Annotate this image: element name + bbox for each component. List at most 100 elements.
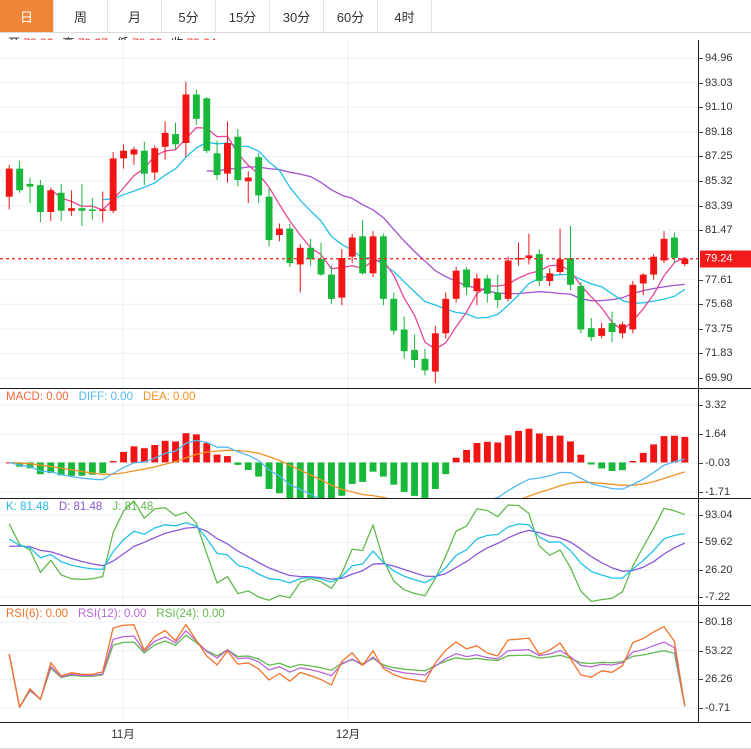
macd-bar: [567, 441, 574, 463]
panel-divider-1: [0, 388, 751, 389]
kdj-tick: [699, 597, 703, 598]
candle: [504, 260, 512, 299]
macd-bar: [338, 462, 346, 496]
candle: [5, 168, 13, 197]
macd-bar: [587, 462, 595, 465]
tab-7[interactable]: 4时: [378, 0, 432, 32]
candle: [483, 278, 491, 294]
macd-bar: [265, 462, 273, 489]
macd-bar: [546, 435, 554, 463]
price-tick-label-7: 81.47: [705, 224, 733, 237]
macd-bar: [473, 443, 481, 463]
candle: [639, 274, 647, 284]
macd-bar: [411, 462, 418, 496]
candle: [348, 237, 356, 257]
macd-bar: [494, 442, 502, 463]
k-line: [8, 522, 685, 584]
macd-tick: [699, 434, 703, 436]
macd-tick: [699, 462, 703, 464]
price-tick: [699, 304, 703, 306]
macd-plot[interactable]: [0, 389, 698, 498]
price-tick: [699, 82, 703, 84]
macd-bar: [224, 456, 231, 463]
macd-bar: [307, 462, 315, 498]
macd-bar: [369, 462, 377, 472]
kdj-svg: [0, 499, 698, 605]
rsi-y-axis: 80.18 53.22 26.26 -0.71: [698, 606, 751, 722]
macd-bar: [629, 461, 637, 463]
candle: [109, 158, 117, 211]
macd-hdr-item-2: DEA: 0.00: [142, 391, 196, 403]
tab-label: 30分: [282, 9, 311, 25]
price-tick-label-8: 77.61: [705, 273, 733, 286]
macd-bar: [577, 454, 585, 463]
macd-bar: [276, 462, 283, 494]
rsi-panel[interactable]: RSI(6): 0.00 RSI(12): 0.00 RSI(24): 0.00 8…: [0, 606, 751, 722]
price-tick: [699, 58, 703, 59]
macd-tick-label-0: 3.32: [705, 399, 727, 411]
macd-bar: [203, 443, 211, 463]
candle: [16, 168, 24, 191]
tab-5[interactable]: 30分: [270, 0, 324, 32]
price-tick: [699, 328, 703, 330]
candle: [120, 150, 127, 159]
candle: [681, 258, 689, 265]
kdj-hdr-item-0: K: 81.48: [6, 501, 49, 513]
macd-svg: [0, 389, 698, 498]
last-price-badge: 79.24: [700, 250, 751, 268]
kdj-panel[interactable]: K: 81.48 D: 81.48 J: 81.48 93.04 59.62 26.20…: [0, 499, 751, 605]
macd-bar: [525, 428, 533, 463]
tab-6[interactable]: 60分: [324, 0, 378, 32]
candlestick-plot[interactable]: [0, 40, 698, 388]
price-tick: [699, 279, 703, 281]
macd-bar: [172, 441, 179, 463]
tab-0[interactable]: 日: [0, 0, 54, 32]
macd-panel[interactable]: MACD: 0.00 DIFF: 0.00 DEA: 0.00 3.32 1.64 -0…: [0, 389, 751, 498]
macd-tick: [699, 405, 703, 406]
macd-bar: [400, 462, 408, 492]
tab-2[interactable]: 月: [108, 0, 162, 32]
kdj-tick-label-1: 59.62: [705, 536, 733, 549]
panel-divider-2: [0, 498, 751, 499]
price-tick: [699, 230, 703, 232]
candle: [567, 258, 574, 285]
macd-bar: [140, 448, 148, 463]
price-tick-label-9: 75.68: [705, 298, 733, 311]
macd-bar: [359, 462, 367, 482]
price-tick-label-5: 85.32: [705, 175, 733, 188]
rsi-plot[interactable]: [0, 606, 698, 722]
dea-line: [9, 449, 685, 498]
x-axis-label-0: 11月: [111, 729, 135, 741]
macd-bar: [88, 462, 96, 475]
kdj-plot[interactable]: [0, 499, 698, 605]
candle: [140, 150, 148, 174]
candle: [213, 153, 221, 175]
candle: [411, 349, 418, 361]
rsi-hdr-item-0: RSI(6): 0.00: [6, 608, 68, 620]
macd-bar: [296, 462, 304, 498]
candle: [47, 190, 55, 212]
price-y-axis: 94.96 93.03 91.10 89.18 87.25 85.32 83.39 81.47…: [698, 40, 751, 388]
price-tick: [699, 107, 703, 109]
macd-bar: [68, 462, 75, 476]
rsi-tick: [699, 622, 703, 623]
candle: [359, 236, 367, 274]
price-tick: [699, 353, 703, 355]
macd-bar: [244, 462, 252, 470]
candle: [546, 273, 554, 281]
tab-label: 60分: [336, 9, 365, 25]
candle: [379, 236, 387, 299]
price-chart-panel[interactable]: 94.96 93.03 91.10 89.18 87.25 85.32 83.39 81.47…: [0, 40, 751, 388]
tab-1[interactable]: 周: [54, 0, 108, 32]
rsi-svg: [0, 606, 698, 722]
macd-bar: [452, 457, 460, 463]
macd-bar: [99, 462, 107, 474]
candle: [369, 236, 377, 274]
candle: [151, 148, 159, 173]
tab-4[interactable]: 15分: [216, 0, 270, 32]
tab-3[interactable]: 5分: [162, 0, 216, 32]
macd-bar: [598, 462, 606, 469]
macd-bar: [504, 435, 512, 463]
macd-bar: [681, 436, 689, 463]
